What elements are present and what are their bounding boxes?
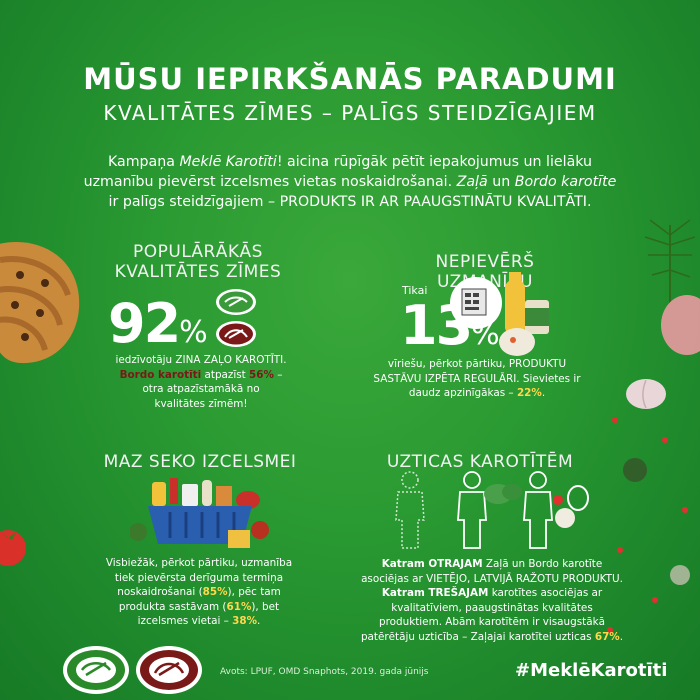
intro-text: Kampaņa: [107, 154, 180, 170]
intro-paragraph: Kampaņa Meklē Karotīti! aicina rūpīgāk p…: [0, 152, 700, 212]
text-line: asociējas ar VIETĒJO, LATVIJĀ RAŽOTU PRO…: [361, 572, 623, 585]
page-title: MŪSU IEPIRKŠANĀS PARADUMI: [83, 62, 617, 96]
text-line: tiek pievērsta derīguma termiņa: [114, 571, 284, 584]
stat-13: 13%: [400, 294, 500, 357]
onion-image: [661, 295, 700, 355]
stat-92: 92%: [108, 292, 208, 355]
tomato-image: [0, 530, 26, 566]
text-line: ), bet: [251, 600, 280, 613]
text-line: iedzīvotāju ZINA ZAĻO KAROTĪTI.: [115, 354, 287, 366]
heading-line: POPULĀRĀKĀS: [133, 242, 263, 262]
products-image: [499, 272, 549, 356]
stat-percent: %: [179, 315, 208, 350]
green-spoon-logo-icon: [216, 289, 256, 315]
product-label-magnifier-icon: [450, 277, 502, 329]
stat-highlight: 67%: [594, 630, 620, 643]
text-line: noskaidrošanai (: [117, 586, 203, 598]
stat-highlight: 56%: [249, 368, 274, 381]
intro-text: un: [487, 174, 515, 190]
garlic-image: [626, 379, 666, 409]
intro-text: ir palīgs steidzīgajiem – PRODUKTS IR AR…: [108, 194, 592, 210]
only-label: Tikai: [402, 284, 428, 297]
bordo-spoon-logo-icon: [216, 321, 256, 347]
people-figures-icon: [395, 471, 589, 549]
text-line: .: [257, 615, 261, 627]
text-line: kvalitātes zīmēm!: [154, 397, 248, 410]
text-line: Zaļā un Bordo karotīte: [482, 558, 603, 570]
text-line: otra atpazīstamākā no: [142, 383, 260, 395]
text-line: Visbiežāk, pērkot pārtiku, uzmanība: [105, 557, 293, 569]
section-origin-text: Visbiežāk, pērkot pārtiku, uzmanība tiek…: [88, 556, 310, 629]
intro-text: uzmanību pievērst izcelsmes vietas noska…: [83, 174, 457, 190]
intro-green-spoon: Zaļā: [456, 174, 488, 190]
section-origin-heading: MAZ SEKO IZCELSMEI: [103, 452, 297, 472]
text-line: .: [541, 387, 546, 399]
section-popular-heading: POPULĀRĀKĀS KVALITĀTES ZĪMES: [108, 242, 288, 282]
shopping-basket-icon: [130, 478, 269, 548]
text-strong: Katram OTRAJAM: [381, 558, 483, 570]
text-line: vīriešu, pērkot pārtiku, PRODUKTU: [387, 358, 567, 370]
text-line: ), pēc tam: [227, 586, 281, 598]
bordo-spoon-seal-icon: [136, 646, 202, 694]
pastry-image: [0, 242, 80, 364]
text-strong: Katram TREŠAJAM: [381, 587, 489, 599]
section-trust-text: Katram OTRAJAM Zaļā un Bordo karotīte as…: [352, 557, 632, 644]
green-spoon-seal-icon: [63, 646, 129, 694]
text-line: karotītes asociējas ar: [488, 587, 603, 599]
campaign-hashtag: #MeklēKarotīti: [515, 660, 668, 681]
source-note: Avots: LPUF, OMD Snaphots, 2019. gada jū…: [220, 667, 429, 677]
intro-bordo-spoon: Bordo karotīte: [514, 174, 617, 190]
text-line: daudz apzinīgākas –: [408, 387, 517, 399]
bordo-label: Bordo karotīti: [119, 368, 202, 381]
text-line: –: [273, 368, 283, 381]
text-line: .: [619, 630, 624, 643]
heading-line: KVALITĀTES ZĪMES: [114, 262, 282, 282]
intro-text: ! aicina rūpīgāk pētīt iepakojumus un li…: [276, 154, 593, 170]
text-line: produkta sastāvam (: [118, 600, 227, 613]
section-trust-heading: UZTICAS KAROTĪTĒM: [386, 452, 574, 472]
text-line: SASTĀVU IZPĒTA REGULĀRI. Sievietes ir: [373, 372, 581, 385]
intro-campaign-name: Meklē Karotīti: [179, 154, 277, 170]
stat-number: 92: [108, 292, 181, 355]
herb-image: [644, 219, 696, 305]
text-line: kvalitatīviem, paaugstinātas kvalitātes: [391, 601, 593, 614]
stat-highlight: 85%: [202, 586, 228, 598]
text-line: patērētāju uzticība – Zaļajai karotītei …: [360, 630, 595, 643]
text-line: atpazīst: [201, 368, 250, 381]
page-subtitle: KVALITĀTES ZĪMES – PALĪGS STEIDZĪGAJIEM: [103, 101, 597, 125]
pepper-dots-image: [607, 417, 690, 633]
text-line: produktiem. Abām karotītēm ir visaugstāk…: [379, 616, 605, 628]
section-attention-text: vīriešu, pērkot pārtiku, PRODUKTU SASTĀV…: [357, 357, 597, 401]
section-popular-text: iedzīvotāju ZINA ZAĻO KAROTĪTI. Bordo ka…: [96, 353, 306, 411]
stat-highlight: 38%: [232, 615, 258, 627]
stat-highlight: 22%: [516, 387, 542, 399]
text-line: izcelsmes vietai –: [137, 615, 233, 627]
stat-highlight: 61%: [226, 600, 252, 613]
